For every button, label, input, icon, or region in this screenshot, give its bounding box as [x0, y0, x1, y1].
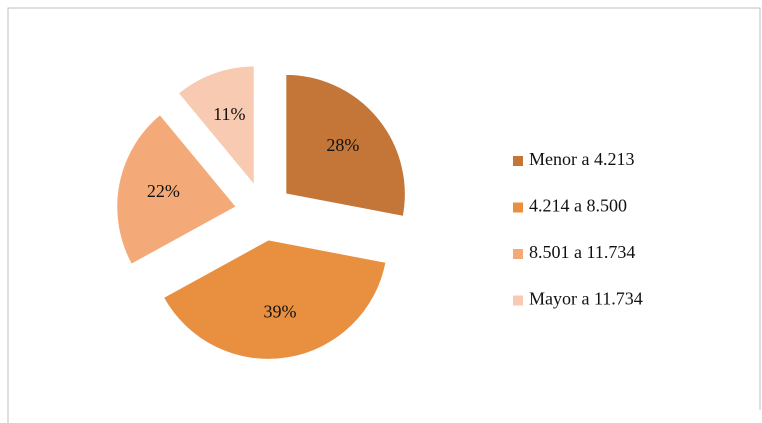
- legend-label: 8.501 a 11.734: [529, 242, 635, 262]
- legend-label: Mayor a 11.734: [529, 289, 643, 309]
- data-label: 11%: [213, 104, 245, 124]
- pie-slice: [162, 238, 388, 361]
- chart-border: [7, 7, 761, 423]
- legend-swatch: [513, 249, 523, 259]
- data-label: 22%: [147, 181, 180, 201]
- legend-label: 4.214 a 8.500: [529, 196, 627, 216]
- legend-swatch: [513, 295, 523, 306]
- legend-swatch: [513, 156, 523, 166]
- pie-slice: [284, 73, 407, 218]
- pie-slice: [115, 113, 238, 266]
- legend-swatch: [513, 202, 523, 213]
- data-label: 39%: [264, 301, 297, 321]
- data-label: 28%: [326, 135, 359, 155]
- pie-slice: [176, 64, 256, 188]
- legend-label: Menor a 4.213: [529, 149, 634, 169]
